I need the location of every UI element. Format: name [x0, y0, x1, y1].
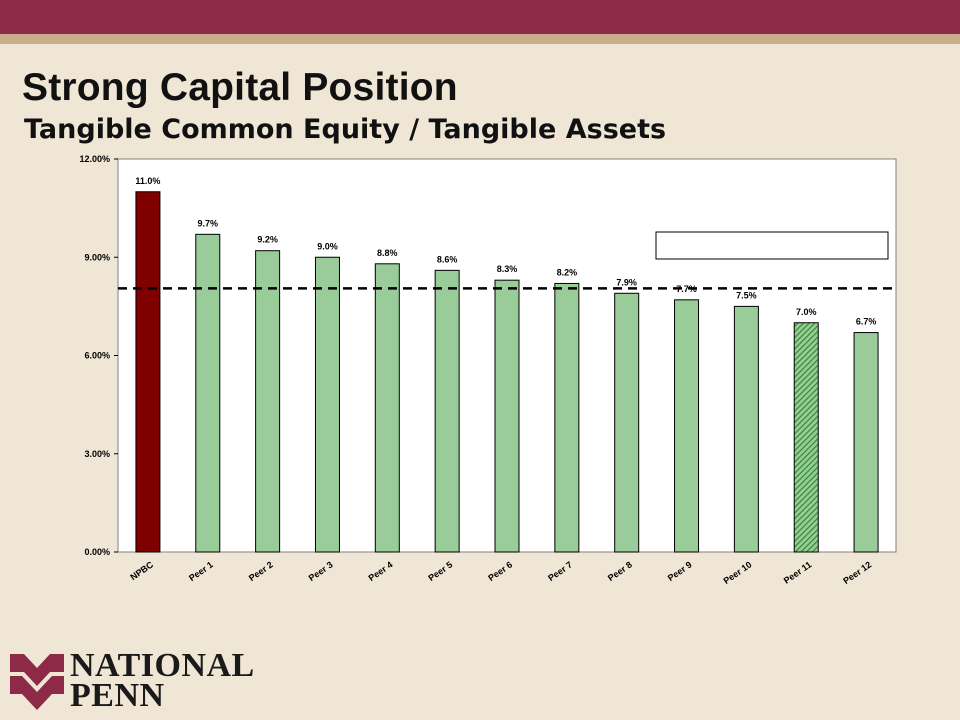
legend-box	[655, 231, 889, 260]
data-label: 9.7%	[198, 218, 219, 228]
bar-peer-10	[733, 305, 759, 553]
x-tick-label: Peer 9	[666, 559, 694, 583]
bar-peer-5	[434, 269, 460, 553]
bar-peer-4	[374, 263, 400, 553]
data-label: 8.8%	[377, 248, 398, 258]
bar-peer-11	[793, 322, 819, 553]
x-axis: NPBC Peer 1 Peer 2 Peer 3 Peer 4 Peer 5 Peer 6…	[128, 559, 873, 586]
x-tick-label: Peer 6	[486, 559, 514, 583]
x-tick-label: Peer 5	[426, 559, 454, 583]
header-strip	[0, 34, 960, 44]
logo-wordmark: NATIONAL PENN	[70, 647, 255, 714]
bars-group: 11.0% 9.7% 9.2% 9.0% 8.8% 8.6% 8.3% 8.2% 7.9% 7.7…	[135, 176, 879, 553]
data-label: 7.0%	[796, 307, 817, 317]
x-tick-label: Peer 8	[606, 559, 634, 583]
data-label: 9.0%	[317, 241, 338, 251]
logo-line-penn: PENN	[70, 677, 165, 714]
bar-chart: 0.00% 3.00% 6.00% 9.00% 12.00% 11.0% 9.7% 9.2%…	[79, 154, 897, 586]
x-tick-label: NPBC	[128, 559, 155, 582]
logo-line-national: NATIONAL	[70, 647, 255, 684]
national-penn-logo-mark	[10, 654, 64, 710]
bar-peer-6	[494, 279, 520, 553]
x-tick-label: Peer 10	[722, 559, 754, 586]
bar-peer-3	[314, 256, 340, 553]
data-label: 8.2%	[557, 267, 578, 277]
chart-subtitle: Tangible Common Equity / Tangible Assets	[24, 114, 667, 145]
bar-peer-12	[853, 332, 879, 553]
slide-title: Strong Capital Position	[22, 66, 458, 109]
data-label: 11.0%	[135, 176, 160, 186]
x-tick-label: Peer 12	[841, 559, 873, 586]
bar-peer-1	[195, 233, 221, 553]
data-label: 9.2%	[257, 235, 278, 245]
y-tick-label: 3.00%	[84, 449, 110, 459]
y-tick-label: 9.00%	[84, 252, 110, 262]
x-tick-label: Peer 4	[367, 559, 395, 583]
x-tick-label: Peer 7	[546, 559, 574, 583]
data-label: 8.6%	[437, 254, 458, 264]
x-tick-label: Peer 2	[247, 559, 275, 583]
bar-peer-7	[554, 282, 580, 553]
bar-peer-9	[674, 299, 700, 553]
data-label: 7.5%	[736, 290, 757, 300]
bar-peer-2	[255, 250, 281, 553]
data-label: 7.9%	[616, 277, 637, 287]
y-tick-label: 0.00%	[84, 547, 110, 557]
x-tick-label: Peer 11	[782, 559, 814, 585]
x-tick-label: Peer 3	[307, 559, 335, 583]
bar-npbc	[135, 191, 161, 553]
header-band	[0, 0, 960, 34]
y-axis: 0.00% 3.00% 6.00% 9.00% 12.00%	[79, 154, 118, 557]
bar-peer-8	[614, 292, 640, 553]
y-tick-label: 6.00%	[84, 351, 110, 361]
y-tick-label: 12.00%	[79, 154, 110, 164]
data-label: 6.7%	[856, 317, 877, 327]
data-label: 7.7%	[676, 284, 697, 294]
x-tick-label: Peer 1	[187, 559, 215, 583]
data-label: 8.3%	[497, 264, 518, 274]
